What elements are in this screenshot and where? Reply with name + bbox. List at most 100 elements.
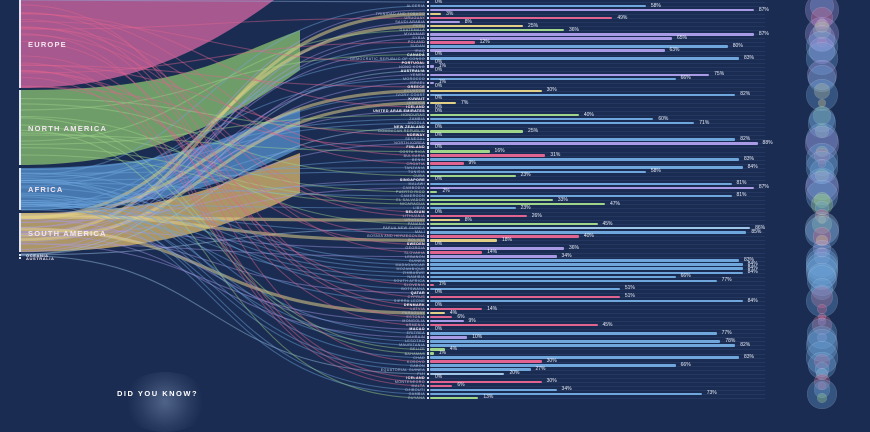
value-percent-label: 1% <box>438 79 446 86</box>
row-guide-line <box>430 66 765 68</box>
country-label: BELGIUM <box>405 210 425 215</box>
country-label: GUATEMALA <box>399 28 425 33</box>
value-bar <box>430 142 758 145</box>
country-label: CUBA <box>413 173 425 178</box>
flow-link <box>20 171 426 182</box>
country-label: ZIMBABWE <box>402 270 425 275</box>
value-percent-label: 77% <box>721 329 732 336</box>
value-percent-label: 51% <box>624 285 635 292</box>
row-guide-line <box>430 147 765 149</box>
flow-link <box>20 74 426 228</box>
value-percent-label: 88% <box>762 139 773 146</box>
value-bar <box>430 16 613 20</box>
row-tick-marker <box>427 384 429 388</box>
flow-link <box>20 179 426 266</box>
value-bubble <box>811 193 833 215</box>
flow-link <box>20 12 426 157</box>
flow-link <box>20 147 426 201</box>
row-tick-marker <box>427 283 429 287</box>
row-guide-line <box>430 369 765 371</box>
value-percent-label: 30% <box>546 358 557 365</box>
country-label: PANAMA <box>407 222 425 227</box>
row-tick-marker <box>427 186 429 190</box>
row-tick-marker <box>427 49 429 52</box>
row-guide-line <box>430 337 765 339</box>
country-label: ESTONIA <box>406 315 425 320</box>
row-tick-marker <box>427 166 429 169</box>
value-bar <box>430 388 557 392</box>
continent-label-australia: AUSTRALIA <box>26 256 55 261</box>
value-percent-label: 66% <box>680 362 691 369</box>
value-bubble <box>817 316 827 326</box>
value-bar <box>430 219 460 222</box>
flow-link <box>20 62 426 379</box>
value-bubble <box>805 17 839 52</box>
value-bar <box>430 392 702 396</box>
value-bubble <box>817 17 827 27</box>
row-tick-marker <box>427 65 429 68</box>
row-guide-line <box>430 389 765 391</box>
continent-label-north-america: NORTH AMERICA <box>28 123 108 133</box>
value-bubble <box>805 78 839 112</box>
value-percent-label: 34% <box>561 253 572 260</box>
value-bar <box>430 348 445 351</box>
country-label: BULGARIA <box>403 153 425 158</box>
flow-link <box>20 70 426 286</box>
flow-link <box>20 205 426 233</box>
value-bar <box>430 279 717 282</box>
flow-link <box>20 124 426 355</box>
value-bubble <box>805 42 839 75</box>
value-bar <box>430 130 524 133</box>
continent-label-africa: AFRICA <box>28 185 64 194</box>
value-percent-label: 75% <box>714 71 725 78</box>
value-bubble <box>805 252 839 286</box>
row-guide-line <box>430 42 765 44</box>
flow-link <box>20 0 426 3</box>
row-tick-marker <box>427 194 429 198</box>
row-tick-marker <box>427 77 429 80</box>
value-bubble <box>814 374 830 390</box>
value-bar <box>430 73 710 76</box>
value-bar <box>430 364 676 367</box>
continent-label-europe: EUROPE <box>28 40 67 49</box>
value-percent-label: 27% <box>535 366 546 373</box>
row-tick-marker <box>427 295 429 299</box>
country-label: GABON <box>410 363 425 368</box>
row-tick-marker <box>427 332 429 335</box>
value-bubble <box>814 353 830 370</box>
row-tick-marker <box>427 307 429 311</box>
value-bar <box>430 283 434 287</box>
country-label: DJIBOUTI <box>405 387 425 392</box>
row-tick-marker <box>427 388 429 392</box>
row-guide-line <box>430 155 765 157</box>
row-tick-marker <box>427 328 429 331</box>
country-label: DENMARK <box>403 303 425 308</box>
country-label: DOMINICAN REPUBLIC <box>378 129 425 134</box>
country-label: MOROCCO <box>403 76 425 81</box>
country-label: MALI <box>415 230 425 235</box>
row-guide-line <box>430 135 765 137</box>
value-bar <box>430 41 475 44</box>
flow-link <box>20 27 426 213</box>
value-bubble <box>805 215 839 249</box>
flow-link <box>20 154 426 205</box>
country-label: SLOVENIA <box>403 282 425 287</box>
row-tick-marker <box>427 170 429 173</box>
country-label: SUDAN <box>410 44 425 49</box>
value-percent-label: 58% <box>650 168 661 175</box>
value-percent-label: 83% <box>743 354 754 361</box>
country-label: MONTENEGRO <box>394 379 425 384</box>
row-guide-line <box>430 98 765 100</box>
continent-label-oceania: OCEANIA <box>26 253 49 258</box>
flow-link <box>20 37 426 241</box>
value-bubble <box>809 159 835 184</box>
flow-link <box>20 181 426 290</box>
flow-link <box>20 172 426 262</box>
value-bubble <box>808 352 836 380</box>
value-percent-label: 84% <box>747 297 758 304</box>
value-percent-label: 84% <box>747 269 758 276</box>
value-percent-label: 0% <box>435 95 443 102</box>
flow-link <box>20 129 426 399</box>
value-bubble <box>806 30 838 63</box>
value-bar <box>430 372 505 375</box>
